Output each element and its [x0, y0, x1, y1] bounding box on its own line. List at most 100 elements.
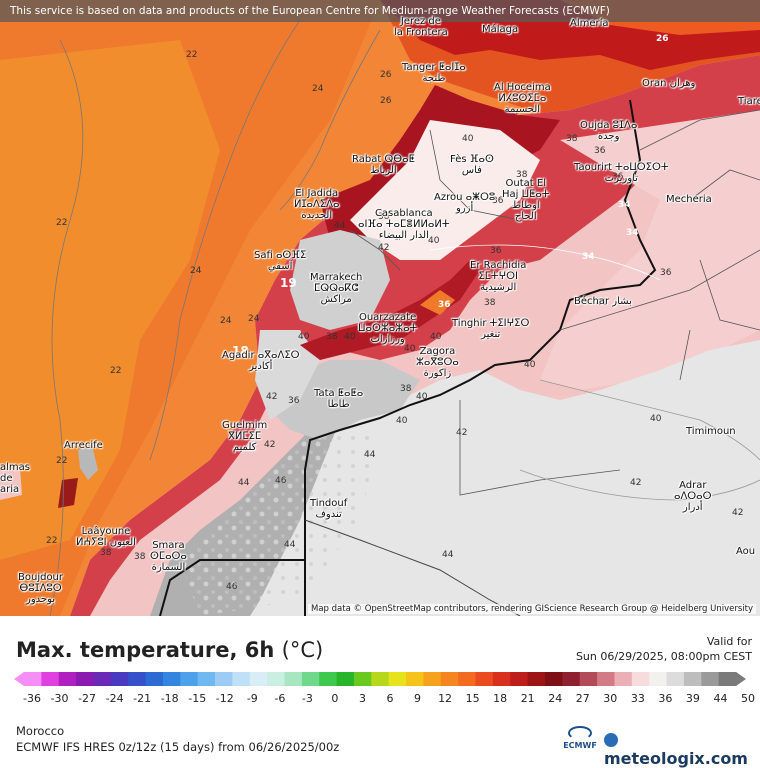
isotherm-label: 40: [462, 134, 474, 144]
coast-hot-band: [70, 55, 760, 616]
city-oran: Oran وهران: [642, 78, 696, 89]
ecmwf-notice-banner: This service is based on data and produc…: [0, 0, 760, 22]
scale-tick-label: 3: [359, 692, 366, 705]
isotherm-label: 42: [732, 508, 744, 518]
isotherm-label: 42: [264, 440, 276, 450]
isotherm-label: 38: [100, 548, 112, 558]
isotherm-label: 38: [516, 170, 528, 180]
isotherm-label: 36: [490, 246, 502, 256]
city-tata: Tata ⵟⴰⵟⴰ طاطا: [314, 388, 364, 410]
isotherm-label: 24: [312, 84, 324, 94]
scale-tick-label: 15: [466, 692, 480, 705]
isotherm-label: 38: [566, 134, 578, 144]
isotherm-label: 46: [226, 582, 238, 592]
scale-tick-label: -21: [133, 692, 151, 705]
isotherm-label: 36: [288, 396, 300, 406]
valid-time: Sun 06/29/2025, 08:00pm CEST: [575, 650, 752, 663]
scale-tick-label: 39: [686, 692, 700, 705]
atlas-hot-streak: [300, 260, 480, 360]
isotherm-label: 44: [238, 478, 250, 488]
city-agadir: Agadir ⴰⴳⴰⴷⵉⵔ أكادير: [222, 350, 300, 372]
scale-swatch: [510, 672, 529, 686]
scale-swatch: [718, 672, 737, 686]
scale-tick-label: -6: [274, 692, 285, 705]
scale-swatch: [458, 672, 477, 686]
isotherm-label: 36: [594, 146, 606, 156]
city-er-rachidia: Er Rachidia ⵉⵎⵜⵖⵔⵏ الرشيدية: [470, 260, 527, 293]
scale-swatch: [58, 672, 77, 686]
scale-swatch: [666, 672, 685, 686]
scale-tick-label: -18: [161, 692, 179, 705]
ocean-coolest-zone: [0, 40, 220, 560]
scale-tick-label: -30: [51, 692, 69, 705]
region-name: Morocco: [16, 724, 65, 738]
city-mecheria: Mecheria: [666, 194, 712, 205]
city-bechar: Béchar بشار: [574, 296, 632, 307]
city-laayoune: Laâyoune ⵍⵄⵢⵓⵏ العيون: [76, 526, 136, 548]
isotherm-label: 40: [416, 392, 428, 402]
isotherm-label: 34: [582, 252, 595, 262]
isotherm-label: 26: [380, 96, 392, 106]
city-las-palmas: almas de aria: [0, 462, 30, 495]
footer-panel: [0, 616, 760, 760]
city-aoulef: Aou: [736, 546, 756, 557]
city-almeria: Almería: [570, 18, 609, 29]
scale-swatch: [319, 672, 338, 686]
isotherm-label: 24: [220, 316, 232, 326]
title-text: Max. temperature, 6h: [16, 638, 275, 662]
scale-tick-label: 18: [493, 692, 507, 705]
map-title: Max. temperature, 6h (°C): [16, 638, 323, 662]
isotherm-label: 42: [456, 428, 468, 438]
isotherm-label: 42: [266, 392, 278, 402]
scale-tick-label: 6: [387, 692, 394, 705]
scale-tick-label: -15: [188, 692, 206, 705]
city-tindouf: Tindouf تندوف: [310, 498, 348, 520]
isotherm-label: 38: [484, 298, 496, 308]
scale-swatch: [631, 672, 650, 686]
scale-swatch: [597, 672, 615, 686]
scale-swatch: [267, 672, 285, 686]
city-azrou: Azrou ⴰⵥⵔⵓ أزرو: [434, 192, 496, 214]
scale-tick-label: 12: [438, 692, 452, 705]
isotherm-label: 24: [248, 314, 260, 324]
sahara-texture: [180, 430, 380, 616]
map-graphic: [0, 0, 760, 616]
city-el-jadida: El Jadida ⵍⵊⴰⴷⵉⴷⴰ الجديدة: [294, 188, 340, 221]
color-scale: -36 -30 -27 -24 -21 -18 -15 -12 -9 -6 -3 0 3 6 9 12 15 18…: [14, 672, 755, 705]
scale-tick-label: 27: [576, 692, 590, 705]
scale-swatch: [93, 672, 112, 686]
isotherm-label: 36: [660, 268, 672, 278]
isotherm-label: 38: [378, 212, 390, 222]
isotherm-22: [49, 39, 84, 616]
isotherm-label: 38: [326, 332, 338, 342]
isotherm-label: 22: [186, 50, 198, 60]
isotherm-label: 40: [524, 360, 536, 370]
isotherm-label: 18: [232, 344, 249, 358]
scale-tick-label: -3: [302, 692, 313, 705]
valid-for-label: Valid for: [706, 635, 752, 648]
scale-swatch: [336, 672, 355, 686]
scale-swatch: [492, 672, 511, 686]
isotherm-label: 40: [344, 332, 356, 342]
scale-tick-label: 21: [521, 692, 535, 705]
isotherm-label: 22: [46, 536, 58, 546]
border-morocco-algeria: [159, 99, 657, 616]
city-outat-el-haj: Outat El Haj ⵡⵟⴰⵜ اوطاط الحاج: [502, 178, 550, 222]
scale-swatch: [145, 672, 164, 686]
isotherm-label: 22: [56, 218, 68, 228]
city-fes: Fès ⴼⴰⵙ فاس: [450, 154, 494, 176]
scale-swatch: [110, 672, 129, 686]
west-grey-2: [255, 330, 320, 420]
temperature-map[interactable]: This service is based on data and produc…: [0, 0, 760, 616]
isotherm-label: 26: [380, 70, 392, 80]
isotherm-42: [519, 469, 760, 501]
city-safi: Safi ⴰⵙⴼⵉ آسفي: [254, 250, 307, 272]
scale-swatch: [76, 672, 94, 686]
meteologix-logo[interactable]: meteologix.com: [604, 730, 760, 768]
ecmwf-logo[interactable]: ECMWF: [560, 726, 600, 750]
isotherm-label: 44: [334, 221, 346, 231]
scale-swatch: [527, 672, 546, 686]
isotherm-label: 40: [596, 298, 608, 308]
isotherm-label: 22: [56, 456, 68, 466]
city-al-hoceima: Al Hoceima ⵍⵃⵓⵙⵉⵎⴰ الحسيمة: [494, 82, 551, 115]
